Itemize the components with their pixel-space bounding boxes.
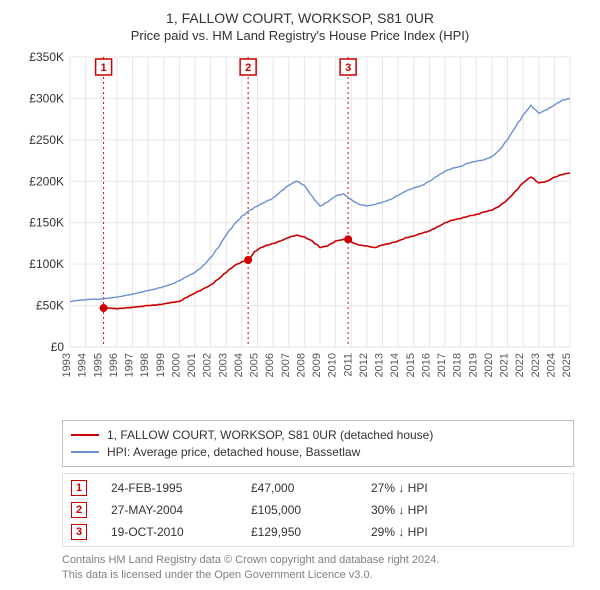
footer-line-2: This data is licensed under the Open Gov… bbox=[62, 568, 574, 582]
x-tick-label: 2025 bbox=[561, 353, 573, 377]
price-chart-svg: 1993199419951996199719981999200020012002… bbox=[16, 51, 584, 381]
x-tick-label: 2013 bbox=[374, 353, 386, 377]
x-tick-label: 2002 bbox=[202, 353, 214, 377]
x-tick-label: 1998 bbox=[139, 353, 151, 377]
event-delta: 27% ↓ HPI bbox=[371, 481, 565, 495]
x-tick-label: 2010 bbox=[327, 353, 339, 377]
legend-label: HPI: Average price, detached house, Bass… bbox=[107, 444, 360, 461]
chart-area: 1993199419951996199719981999200020012002… bbox=[16, 51, 584, 414]
event-delta: 29% ↓ HPI bbox=[371, 525, 565, 539]
event-price: £105,000 bbox=[251, 503, 371, 517]
x-tick-label: 1999 bbox=[155, 353, 167, 377]
event-delta: 30% ↓ HPI bbox=[371, 503, 565, 517]
x-tick-label: 2020 bbox=[483, 353, 495, 377]
x-tick-label: 1996 bbox=[108, 353, 120, 377]
x-tick-label: 2006 bbox=[264, 353, 276, 377]
x-tick-label: 2022 bbox=[514, 353, 526, 377]
y-tick-label: £50K bbox=[36, 299, 64, 313]
x-tick-label: 2023 bbox=[530, 353, 542, 377]
x-tick-label: 2021 bbox=[499, 353, 511, 377]
legend: 1, FALLOW COURT, WORKSOP, S81 0UR (detac… bbox=[62, 420, 574, 468]
legend-swatch bbox=[71, 434, 99, 436]
legend-swatch bbox=[71, 451, 99, 453]
legend-row: HPI: Average price, detached house, Bass… bbox=[71, 444, 563, 461]
y-tick-label: £100K bbox=[29, 257, 64, 271]
x-tick-label: 1997 bbox=[124, 353, 136, 377]
x-tick-label: 2008 bbox=[295, 353, 307, 377]
y-tick-label: £350K bbox=[29, 51, 64, 64]
footer-attribution: Contains HM Land Registry data © Crown c… bbox=[62, 553, 574, 582]
event-price: £47,000 bbox=[251, 481, 371, 495]
x-tick-label: 2024 bbox=[545, 353, 557, 377]
event-marker-label: 1 bbox=[101, 62, 107, 74]
legend-label: 1, FALLOW COURT, WORKSOP, S81 0UR (detac… bbox=[107, 427, 433, 444]
x-tick-label: 2001 bbox=[186, 353, 198, 377]
x-tick-label: 2009 bbox=[311, 353, 323, 377]
y-tick-label: £250K bbox=[29, 133, 64, 147]
x-tick-label: 2016 bbox=[420, 353, 432, 377]
y-tick-label: £300K bbox=[29, 91, 64, 105]
event-index-marker: 3 bbox=[71, 524, 87, 540]
event-date: 24-FEB-1995 bbox=[111, 481, 251, 495]
x-tick-label: 1993 bbox=[61, 353, 73, 377]
event-marker-label: 3 bbox=[345, 62, 351, 74]
x-tick-label: 2000 bbox=[170, 353, 182, 377]
event-price: £129,950 bbox=[251, 525, 371, 539]
footer-line-1: Contains HM Land Registry data © Crown c… bbox=[62, 553, 574, 567]
x-tick-label: 2011 bbox=[342, 353, 354, 377]
x-tick-label: 1995 bbox=[92, 353, 104, 377]
y-tick-label: £150K bbox=[29, 216, 64, 230]
y-tick-label: £0 bbox=[51, 340, 65, 354]
y-tick-label: £200K bbox=[29, 174, 64, 188]
x-tick-label: 2004 bbox=[233, 353, 245, 377]
event-date: 27-MAY-2004 bbox=[111, 503, 251, 517]
x-tick-label: 2017 bbox=[436, 353, 448, 377]
x-tick-label: 2012 bbox=[358, 353, 370, 377]
x-tick-label: 2015 bbox=[405, 353, 417, 377]
event-index-marker: 1 bbox=[71, 480, 87, 496]
chart-subtitle: Price paid vs. HM Land Registry's House … bbox=[16, 28, 584, 43]
x-tick-label: 2003 bbox=[217, 353, 229, 377]
event-index-marker: 2 bbox=[71, 502, 87, 518]
event-marker-label: 2 bbox=[245, 62, 251, 74]
legend-row: 1, FALLOW COURT, WORKSOP, S81 0UR (detac… bbox=[71, 427, 563, 444]
chart-title: 1, FALLOW COURT, WORKSOP, S81 0UR bbox=[16, 10, 584, 26]
x-tick-label: 2014 bbox=[389, 353, 401, 377]
event-date: 19-OCT-2010 bbox=[111, 525, 251, 539]
x-tick-label: 2019 bbox=[467, 353, 479, 377]
x-tick-label: 2007 bbox=[280, 353, 292, 377]
x-tick-label: 1994 bbox=[77, 353, 89, 377]
x-tick-label: 2005 bbox=[249, 353, 261, 377]
x-tick-label: 2018 bbox=[452, 353, 464, 377]
events-table: 1 24-FEB-1995£47,00027% ↓ HPI 2 27-MAY-2004… bbox=[62, 473, 574, 547]
